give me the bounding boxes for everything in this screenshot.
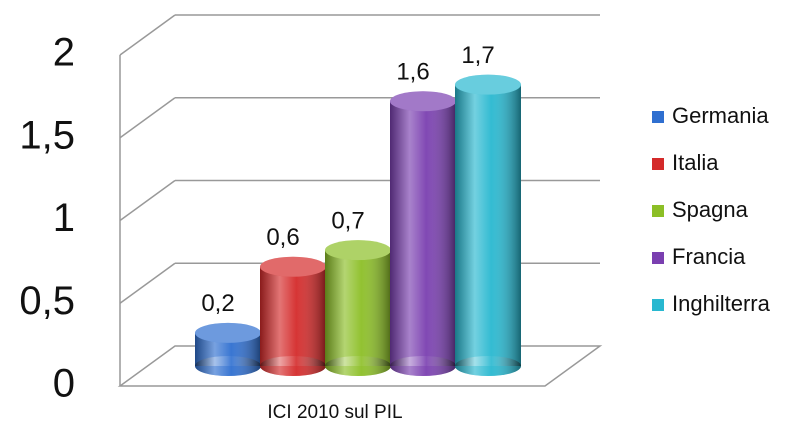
legend-label: Germania bbox=[672, 103, 769, 128]
y-tick-label: 2 bbox=[53, 31, 75, 75]
bar-top-highlight bbox=[455, 74, 521, 95]
y-tick-label: 0,5 bbox=[19, 279, 75, 323]
legend-label: Inghilterra bbox=[672, 291, 771, 316]
bar-top bbox=[390, 91, 456, 112]
bar-shade bbox=[390, 101, 456, 366]
legend-label: Italia bbox=[672, 150, 719, 175]
bar-shade bbox=[260, 266, 326, 366]
value-label: 1,7 bbox=[461, 42, 494, 69]
legend-swatch bbox=[652, 205, 664, 217]
bar-top bbox=[325, 240, 391, 261]
bar-top bbox=[195, 322, 261, 343]
legend-swatch bbox=[652, 252, 664, 264]
legend-swatch bbox=[652, 111, 664, 123]
bar-top bbox=[260, 256, 326, 277]
y-tick-label: 1 bbox=[53, 196, 75, 240]
value-label: 0,2 bbox=[201, 290, 234, 317]
grid-line bbox=[119, 262, 176, 304]
grid-line bbox=[119, 97, 176, 139]
floor bbox=[117, 345, 603, 387]
bar-top-highlight bbox=[260, 256, 326, 277]
legend-label: Spagna bbox=[672, 197, 749, 222]
bar-shade bbox=[455, 84, 521, 367]
bar-top-highlight bbox=[325, 240, 391, 261]
grid-line bbox=[119, 14, 176, 56]
legend-swatch bbox=[652, 299, 664, 311]
bar-top bbox=[455, 74, 521, 95]
bar-shade bbox=[325, 250, 391, 366]
value-label: 1,6 bbox=[396, 59, 429, 86]
value-label: 0,6 bbox=[266, 224, 299, 251]
x-tick-label: ICI 2010 sul PIL bbox=[267, 402, 402, 423]
grid-line bbox=[119, 179, 176, 222]
y-tick-label: 0 bbox=[53, 362, 75, 406]
bar-top-highlight bbox=[195, 322, 261, 343]
bar-top-highlight bbox=[390, 91, 456, 112]
legend-swatch bbox=[652, 158, 664, 170]
value-label: 0,7 bbox=[331, 207, 364, 234]
y-tick-label: 1,5 bbox=[19, 113, 75, 157]
legend-label: Francia bbox=[672, 244, 746, 269]
